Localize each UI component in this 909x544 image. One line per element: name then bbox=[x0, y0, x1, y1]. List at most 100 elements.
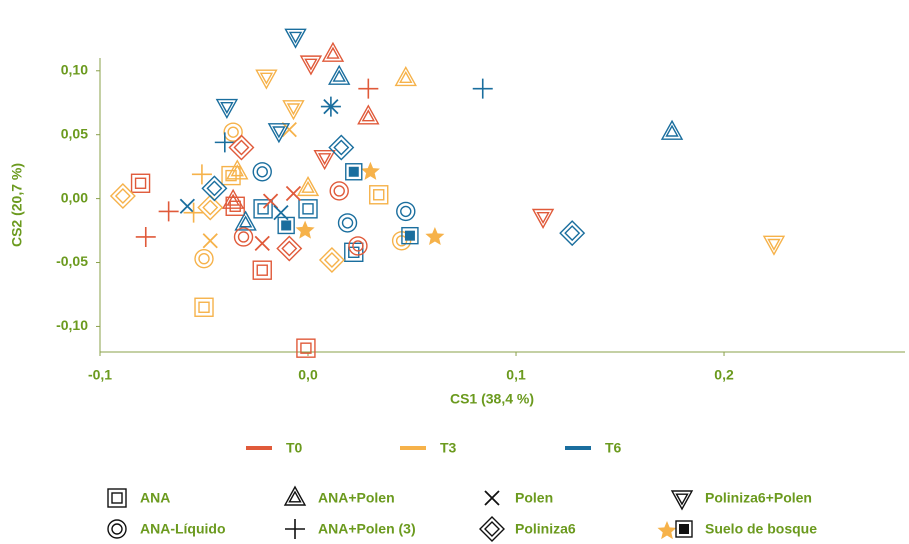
marker-shape bbox=[401, 226, 419, 245]
marker-shape bbox=[323, 251, 340, 268]
marker-shape bbox=[197, 194, 224, 221]
point bbox=[328, 64, 351, 85]
marker-shape bbox=[223, 122, 243, 142]
legend-marker bbox=[657, 520, 693, 540]
point bbox=[337, 213, 358, 233]
y-tick-label: 0,05 bbox=[61, 125, 88, 141]
marker-shape bbox=[228, 134, 255, 161]
marker-shape bbox=[479, 516, 505, 542]
point bbox=[135, 226, 156, 247]
point bbox=[425, 226, 445, 246]
marker-shape bbox=[302, 203, 314, 215]
point bbox=[299, 55, 323, 76]
legend-marker bbox=[484, 490, 500, 506]
point bbox=[215, 98, 239, 120]
marker-shape bbox=[304, 58, 318, 71]
point bbox=[234, 210, 257, 231]
marker-shape bbox=[198, 301, 210, 313]
legend-marker bbox=[285, 519, 305, 539]
marker-shape bbox=[348, 236, 368, 256]
point bbox=[254, 235, 270, 251]
marker-shape bbox=[111, 492, 123, 504]
marker-shape bbox=[114, 188, 131, 205]
legend-marker bbox=[670, 490, 694, 511]
marker-shape bbox=[194, 248, 214, 269]
point bbox=[472, 78, 493, 99]
marker-shape bbox=[400, 205, 412, 218]
point bbox=[559, 220, 586, 247]
marker-shape bbox=[107, 488, 127, 508]
marker-shape bbox=[288, 31, 303, 44]
marker-shape bbox=[670, 490, 694, 511]
point bbox=[660, 119, 684, 140]
marker-shape bbox=[194, 297, 214, 317]
legend-label: Suelo de bosque bbox=[705, 521, 817, 537]
marker-shape bbox=[285, 519, 305, 539]
marker-part bbox=[657, 521, 677, 540]
legend-label: Poliniza6 bbox=[515, 521, 576, 537]
legend-label: ANA-Líquido bbox=[140, 521, 226, 537]
marker-shape bbox=[134, 177, 147, 189]
marker-shape bbox=[394, 66, 417, 87]
marker-shape bbox=[358, 78, 379, 99]
point bbox=[282, 100, 305, 121]
point bbox=[214, 132, 235, 153]
marker-shape bbox=[318, 246, 345, 273]
marker-shape bbox=[252, 162, 272, 182]
marker-shape bbox=[472, 78, 493, 99]
marker-shape bbox=[198, 252, 210, 265]
point bbox=[531, 208, 555, 229]
marker-shape bbox=[221, 188, 245, 209]
marker-shape bbox=[326, 46, 340, 59]
marker-shape bbox=[158, 201, 179, 222]
point bbox=[281, 121, 297, 138]
point bbox=[130, 173, 151, 193]
marker-shape bbox=[281, 121, 297, 138]
legend-marker bbox=[107, 488, 127, 508]
marker-shape bbox=[317, 153, 332, 166]
marker-shape bbox=[313, 150, 336, 171]
marker-shape bbox=[373, 189, 385, 201]
y-axis-title: CS2 (20,7 %) bbox=[9, 163, 25, 247]
marker-shape bbox=[337, 213, 358, 233]
marker-shape bbox=[296, 338, 316, 358]
marker-shape bbox=[357, 104, 380, 125]
marker-shape bbox=[256, 264, 268, 276]
point bbox=[255, 69, 278, 90]
x-tick-label: 0,0 bbox=[298, 367, 318, 383]
marker-shape bbox=[282, 100, 305, 121]
marker-shape bbox=[226, 159, 249, 180]
marker-shape bbox=[230, 164, 244, 177]
marker-shape bbox=[267, 123, 291, 144]
point bbox=[267, 123, 291, 144]
marker-shape bbox=[320, 96, 341, 117]
marker-shape bbox=[399, 70, 413, 84]
point bbox=[321, 41, 345, 62]
legend-label: Poliniza6+Polen bbox=[705, 490, 812, 506]
legend-label: Polen bbox=[515, 490, 553, 506]
point bbox=[228, 134, 255, 161]
point bbox=[202, 233, 218, 249]
legend-label: ANA bbox=[140, 490, 170, 506]
marker-shape bbox=[321, 41, 345, 62]
x-axis-title: CS1 (38,4 %) bbox=[450, 391, 534, 407]
marker-shape bbox=[256, 166, 268, 178]
marker-shape bbox=[238, 215, 253, 228]
marker-shape bbox=[111, 523, 123, 535]
point bbox=[329, 181, 349, 201]
marker-shape bbox=[288, 490, 302, 503]
point bbox=[298, 199, 318, 219]
point bbox=[201, 175, 228, 202]
point bbox=[313, 150, 336, 171]
marker-shape bbox=[344, 242, 364, 262]
marker-shape bbox=[234, 210, 257, 231]
marker-shape bbox=[225, 196, 245, 216]
marker-shape bbox=[277, 216, 295, 235]
marker-shape bbox=[272, 126, 286, 139]
marker-shape bbox=[206, 180, 223, 197]
marker-shape bbox=[276, 235, 303, 262]
marker-shape bbox=[284, 28, 307, 49]
marker-shape bbox=[404, 230, 415, 241]
point bbox=[252, 162, 272, 182]
